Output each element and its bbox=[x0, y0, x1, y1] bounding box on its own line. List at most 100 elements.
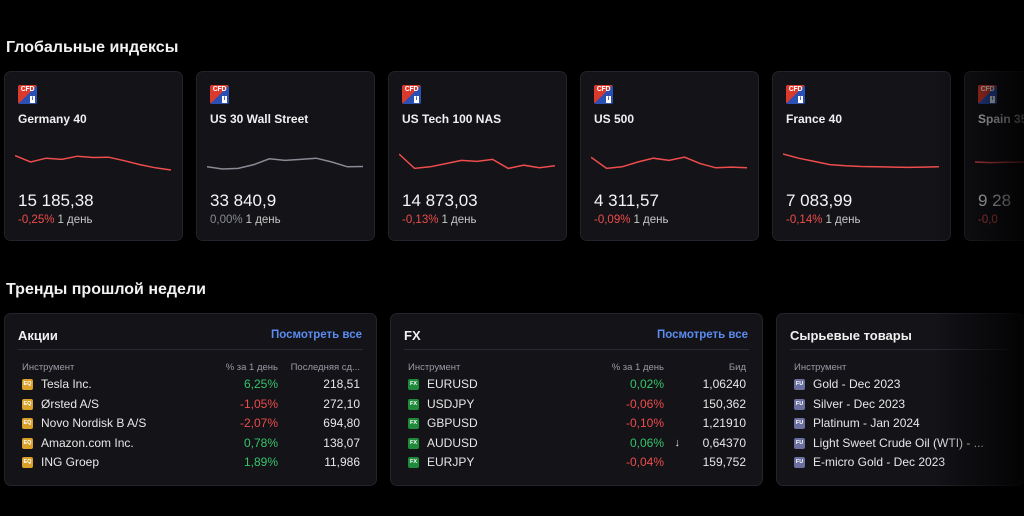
info-icon: i bbox=[222, 96, 227, 103]
instrument-name[interactable]: Light Sweet Crude Oil (WTI) - ... bbox=[813, 435, 984, 450]
instrument-type-icon: FU bbox=[794, 418, 805, 429]
instrument-name[interactable]: Tesla Inc. bbox=[41, 377, 92, 391]
instrument-change: -0,10% bbox=[625, 416, 664, 430]
instrument-name[interactable]: E-micro Gold - Dec 2023 bbox=[813, 455, 946, 469]
panel-divider bbox=[790, 349, 1010, 350]
table-row[interactable]: FU E-micro Gold - Dec 2023 bbox=[777, 454, 1023, 473]
index-card[interactable]: CFD i Spain 35 9 28 -0,0 bbox=[964, 71, 1024, 241]
sparkline-chart bbox=[399, 153, 555, 170]
panel-title: FX bbox=[404, 328, 421, 343]
index-period: 1 день bbox=[245, 214, 281, 226]
index-period: 1 день bbox=[441, 214, 477, 226]
instrument-type-icon: FX bbox=[408, 418, 419, 429]
col-header-last[interactable]: Бид bbox=[728, 362, 746, 373]
index-card[interactable]: CFD i US 500 4 311,57 -0,09% 1 день bbox=[580, 71, 759, 241]
table-row[interactable]: FX USDJPY -0,06% 150,362 bbox=[391, 396, 762, 415]
instrument-name[interactable]: USDJPY bbox=[427, 396, 475, 411]
table-row[interactable]: EQ Amazon.com Inc. 0,78% 138,07 bbox=[5, 435, 376, 454]
table-row[interactable]: FU Silver - Dec 2023 bbox=[777, 396, 1023, 415]
index-change: -0,25% bbox=[18, 214, 55, 226]
cfd-badge-icon: CFD i bbox=[210, 85, 229, 104]
table-row[interactable]: EQ Tesla Inc. 6,25% 218,51 bbox=[5, 376, 376, 395]
table-row[interactable]: EQ ING Groep 1,89% 11,986 bbox=[5, 454, 376, 473]
trend-panel: FX Посмотреть все Инструмент % за 1 день Бид… bbox=[390, 313, 763, 486]
index-value: 7 083,99 bbox=[786, 191, 853, 210]
instrument-type-icon: EQ bbox=[22, 398, 33, 410]
panel-title: Сырьевые товары bbox=[790, 328, 912, 343]
instrument-type-icon: FU bbox=[794, 457, 805, 468]
table-row[interactable]: EQ Ørsted A/S -1,05% 272,10 bbox=[5, 396, 376, 415]
instrument-last-price: 11,986 bbox=[324, 455, 360, 469]
instrument-type-icon: FU bbox=[794, 437, 805, 449]
table-row[interactable]: FX GBPUSD -0,10% 1,21910 bbox=[391, 415, 762, 434]
instrument-name[interactable]: ING Groep bbox=[41, 455, 100, 469]
instrument-name[interactable]: EURJPY bbox=[427, 455, 475, 469]
info-icon: i bbox=[30, 96, 35, 103]
cfd-badge-icon: CFD i bbox=[18, 85, 37, 104]
table-row[interactable]: EQ Novo Nordisk B A/S -2,07% 694,80 bbox=[5, 415, 376, 434]
instrument-name[interactable]: GBPUSD bbox=[427, 416, 478, 430]
table-row[interactable]: FX EURUSD 0,02% 1,06240 bbox=[391, 376, 762, 395]
instrument-last-price: 1,06240 bbox=[702, 377, 746, 391]
cfd-badge-icon: CFD i bbox=[402, 85, 421, 104]
section-title-global-indices: Глобальные индексы bbox=[6, 39, 179, 56]
sparkline-series bbox=[975, 161, 1024, 164]
index-change-line: -0,25% 1 день bbox=[18, 214, 92, 226]
panel-title: Акции bbox=[18, 328, 58, 343]
instrument-name[interactable]: Amazon.com Inc. bbox=[41, 435, 134, 450]
instrument-type-icon: FX bbox=[408, 398, 419, 410]
instrument-name[interactable]: Silver - Dec 2023 bbox=[813, 396, 906, 411]
col-header-change[interactable]: % за 1 день bbox=[225, 362, 278, 373]
instrument-name[interactable]: Novo Nordisk B A/S bbox=[41, 416, 147, 430]
col-header-change[interactable]: % за 1 день bbox=[611, 362, 664, 373]
table-row[interactable]: FU Gold - Dec 2023 bbox=[777, 376, 1023, 395]
index-change: 0,00% bbox=[210, 214, 243, 226]
index-value: 9 28 bbox=[978, 191, 1012, 210]
instrument-type-icon: FX bbox=[408, 457, 419, 468]
instrument-name[interactable]: Platinum - Jan 2024 bbox=[813, 416, 920, 430]
index-period: 1 день bbox=[633, 214, 669, 226]
index-card[interactable]: CFD i US 30 Wall Street 33 840,9 0,00% 1 день bbox=[196, 71, 375, 241]
view-all-link[interactable]: Посмотреть все bbox=[270, 329, 362, 341]
index-change-line: -0,0 bbox=[978, 214, 1001, 226]
index-change: -0,14% bbox=[786, 214, 823, 226]
index-card[interactable]: CFD i Germany 40 15 185,38 -0,25% 1 день bbox=[4, 71, 183, 241]
table-row[interactable]: FU Platinum - Jan 2024 bbox=[777, 415, 1023, 434]
table-row[interactable]: FX EURJPY -0,04% 159,752 bbox=[391, 454, 762, 473]
cfd-badge-text: CFD bbox=[788, 86, 803, 93]
instrument-type-icon: FU bbox=[794, 398, 805, 410]
instrument-name[interactable]: EURUSD bbox=[427, 377, 478, 391]
instrument-type-icon: FX bbox=[408, 379, 419, 390]
instrument-change: -0,06% bbox=[625, 396, 664, 411]
table-row[interactable]: FU Light Sweet Crude Oil (WTI) - ... bbox=[777, 435, 1023, 454]
instrument-change: -2,07% bbox=[239, 416, 278, 430]
info-icon: i bbox=[798, 96, 803, 103]
index-name: France 40 bbox=[786, 112, 843, 126]
col-header-last[interactable]: Последняя сд... bbox=[290, 362, 360, 373]
table-row[interactable]: FX AUDUSD 0,06% ↓ 0,64370 bbox=[391, 435, 762, 454]
section-title-weekly-trends: Тренды прошлой недели bbox=[6, 281, 206, 298]
index-value: 4 311,57 bbox=[594, 191, 659, 210]
instrument-name[interactable]: Gold - Dec 2023 bbox=[813, 377, 901, 391]
index-card[interactable]: CFD i France 40 7 083,99 -0,14% 1 день bbox=[772, 71, 951, 241]
index-change-line: -0,13% 1 день bbox=[402, 214, 476, 226]
sparkline-chart bbox=[783, 153, 939, 169]
index-value: 33 840,9 bbox=[210, 191, 277, 210]
panel-divider bbox=[404, 349, 749, 350]
instrument-last-price: 272,10 bbox=[323, 396, 360, 411]
index-name: Spain 35 bbox=[978, 112, 1024, 126]
instrument-last-price: 218,51 bbox=[323, 377, 360, 391]
info-icon: i bbox=[606, 96, 611, 103]
col-header-instrument: Инструмент bbox=[794, 362, 847, 373]
index-card[interactable]: CFD i US Tech 100 NAS 14 873,03 -0,13% 1 день bbox=[388, 71, 567, 241]
instrument-name[interactable]: Ørsted A/S bbox=[41, 396, 100, 411]
cfd-badge-text: CFD bbox=[404, 86, 419, 93]
instrument-change: 6,25% bbox=[243, 377, 278, 391]
instrument-last-price: 0,64370 bbox=[702, 435, 746, 450]
instrument-change: 0,06% bbox=[629, 435, 664, 450]
instrument-change: 0,78% bbox=[243, 435, 278, 450]
view-all-link[interactable]: Посмотреть все bbox=[656, 329, 748, 341]
instrument-type-icon: FX bbox=[408, 437, 419, 449]
index-change-line: -0,14% 1 день bbox=[786, 214, 860, 226]
instrument-name[interactable]: AUDUSD bbox=[427, 435, 478, 450]
